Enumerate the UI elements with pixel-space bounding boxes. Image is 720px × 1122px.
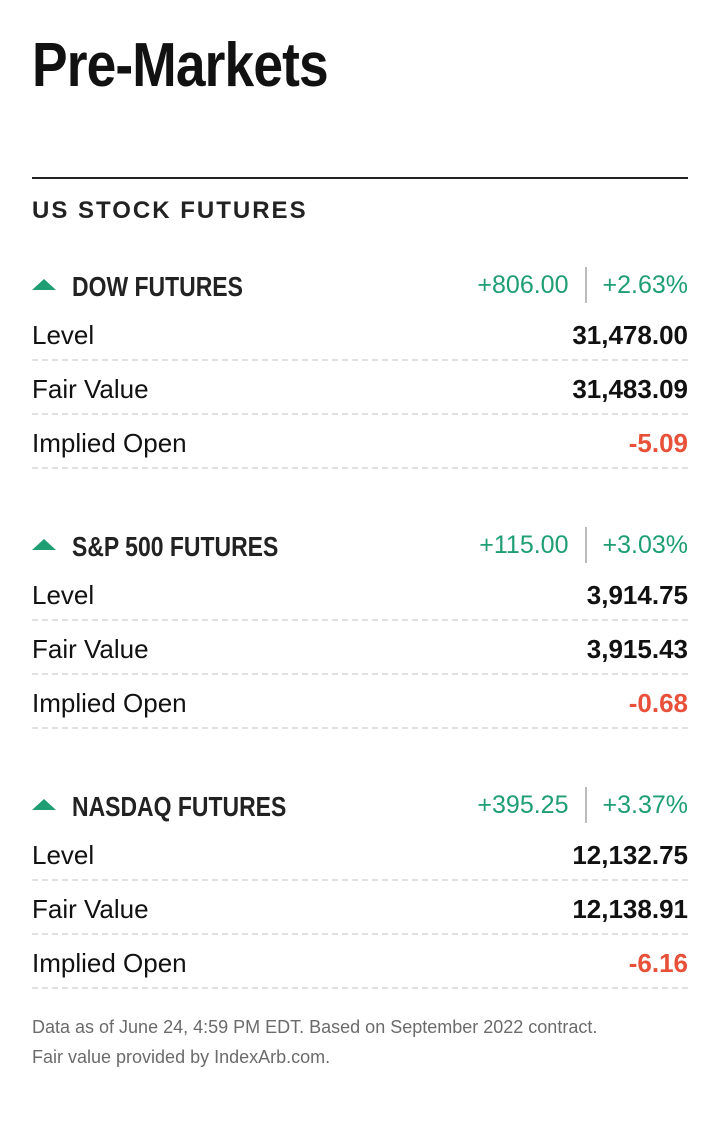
sp500-futures-block: S&P 500 FUTURES +115.00 +3.03% Level 3,9… (32, 527, 688, 729)
footnote-line: Fair value provided by IndexArb.com. (32, 1047, 331, 1067)
futures-name[interactable]: NASDAQ FUTURES (72, 791, 287, 822)
row-label: Fair Value (32, 894, 149, 924)
change-divider (584, 267, 587, 303)
footnote-line: Data as of June 24, 4:59 PM EDT. Based o… (32, 1017, 598, 1037)
row-value: -5.09 (628, 428, 688, 458)
change-points: +806.00 (477, 270, 569, 299)
row-label: Level (32, 840, 95, 870)
dow-futures-block: DOW FUTURES +806.00 +2.63% Level 31,478.… (32, 267, 688, 469)
change-points: +395.25 (477, 790, 569, 819)
change-group: +395.25 +3.37% (477, 787, 688, 823)
change-group: +115.00 +3.03% (479, 527, 688, 563)
nasdaq-futures-block: NASDAQ FUTURES +395.25 +3.37% Level 12,1… (32, 787, 688, 989)
futures-name[interactable]: DOW FUTURES (72, 271, 243, 302)
fair-value-row: Fair Value 3,915.43 (32, 621, 688, 675)
row-value: 31,483.09 (572, 374, 688, 404)
change-percent: +3.03% (602, 530, 689, 559)
row-value: -0.68 (628, 688, 688, 718)
change-group: +806.00 +2.63% (477, 267, 688, 303)
triangle-up-icon (32, 539, 56, 550)
row-value: -6.16 (628, 948, 688, 978)
change-points: +115.00 (479, 530, 569, 559)
row-label: Implied Open (32, 948, 187, 978)
section-heading: US STOCK FUTURES (32, 197, 308, 224)
triangle-up-icon (32, 799, 56, 810)
futures-name[interactable]: S&P 500 FUTURES (72, 531, 279, 562)
change-divider (584, 787, 587, 823)
data-footnote: Data as of June 24, 4:59 PM EDT. Based o… (32, 1012, 692, 1072)
row-label: Fair Value (32, 634, 149, 664)
row-value: 3,914.75 (586, 580, 688, 610)
implied-open-row: Implied Open -5.09 (32, 415, 688, 469)
row-label: Level (32, 320, 95, 350)
row-value: 31,478.00 (572, 320, 688, 350)
fair-value-row: Fair Value 12,138.91 (32, 881, 688, 935)
change-divider (584, 527, 587, 563)
row-label: Fair Value (32, 374, 149, 404)
row-label: Implied Open (32, 428, 187, 458)
change-percent: +3.37% (602, 790, 689, 819)
row-value: 12,138.91 (572, 894, 688, 924)
row-value: 3,915.43 (586, 634, 688, 664)
row-value: 12,132.75 (572, 840, 688, 870)
futures-header[interactable]: S&P 500 FUTURES +115.00 +3.03% (32, 527, 688, 567)
implied-open-row: Implied Open -0.68 (32, 675, 688, 729)
futures-header[interactable]: NASDAQ FUTURES +395.25 +3.37% (32, 787, 688, 827)
implied-open-row: Implied Open -6.16 (32, 935, 688, 989)
fair-value-row: Fair Value 31,483.09 (32, 361, 688, 415)
level-row: Level 12,132.75 (32, 827, 688, 881)
change-percent: +2.63% (602, 270, 689, 299)
row-label: Level (32, 580, 95, 610)
level-row: Level 31,478.00 (32, 307, 688, 361)
section-divider (32, 177, 688, 179)
futures-header[interactable]: DOW FUTURES +806.00 +2.63% (32, 267, 688, 307)
level-row: Level 3,914.75 (32, 567, 688, 621)
triangle-up-icon (32, 279, 56, 290)
page-title: Pre-Markets (32, 31, 329, 100)
row-label: Implied Open (32, 688, 187, 718)
